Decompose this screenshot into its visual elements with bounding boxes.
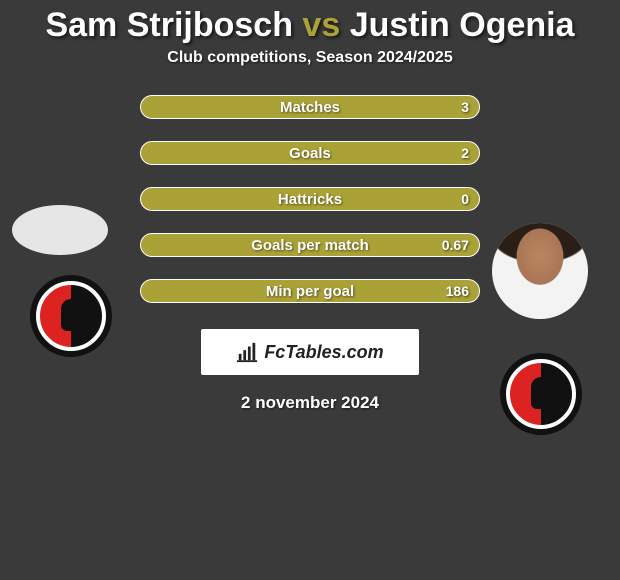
bar-chart-icon bbox=[236, 341, 258, 363]
stat-label: Min per goal bbox=[141, 283, 479, 300]
brand-text: FcTables.com bbox=[264, 342, 383, 363]
comparison-subtitle: Club competitions, Season 2024/2025 bbox=[0, 49, 620, 67]
stat-value-right: 3 bbox=[461, 99, 469, 115]
player1-avatar bbox=[12, 205, 108, 255]
club-badge-icon bbox=[506, 359, 576, 429]
stat-value-right: 186 bbox=[446, 283, 469, 299]
player2-face-icon bbox=[492, 223, 588, 319]
player1-club-badge bbox=[30, 275, 112, 357]
stat-value-right: 2 bbox=[461, 145, 469, 161]
comparison-title: Sam Strijbosch vs Justin Ogenia bbox=[0, 0, 620, 49]
stat-label: Hattricks bbox=[141, 191, 479, 208]
comparison-body: Matches 3 Goals 2 Hattricks 0 Goals per … bbox=[0, 95, 620, 413]
player2-avatar bbox=[492, 223, 588, 319]
stat-bars: Matches 3 Goals 2 Hattricks 0 Goals per … bbox=[140, 95, 480, 303]
brand-watermark: FcTables.com bbox=[201, 329, 419, 375]
stat-row-min-per-goal: Min per goal 186 bbox=[140, 279, 480, 303]
player2-name: Justin Ogenia bbox=[350, 6, 575, 44]
stat-row-matches: Matches 3 bbox=[140, 95, 480, 119]
stat-value-right: 0.67 bbox=[442, 237, 469, 253]
stat-label: Matches bbox=[141, 99, 479, 116]
stat-row-hattricks: Hattricks 0 bbox=[140, 187, 480, 211]
player2-club-badge bbox=[500, 353, 582, 435]
stat-value-right: 0 bbox=[461, 191, 469, 207]
stat-label: Goals per match bbox=[141, 237, 479, 254]
stat-row-goals: Goals 2 bbox=[140, 141, 480, 165]
stat-label: Goals bbox=[141, 145, 479, 162]
club-badge-icon bbox=[36, 281, 106, 351]
vs-separator: vs bbox=[302, 6, 340, 44]
stat-row-goals-per-match: Goals per match 0.67 bbox=[140, 233, 480, 257]
player1-name: Sam Strijbosch bbox=[45, 6, 293, 44]
